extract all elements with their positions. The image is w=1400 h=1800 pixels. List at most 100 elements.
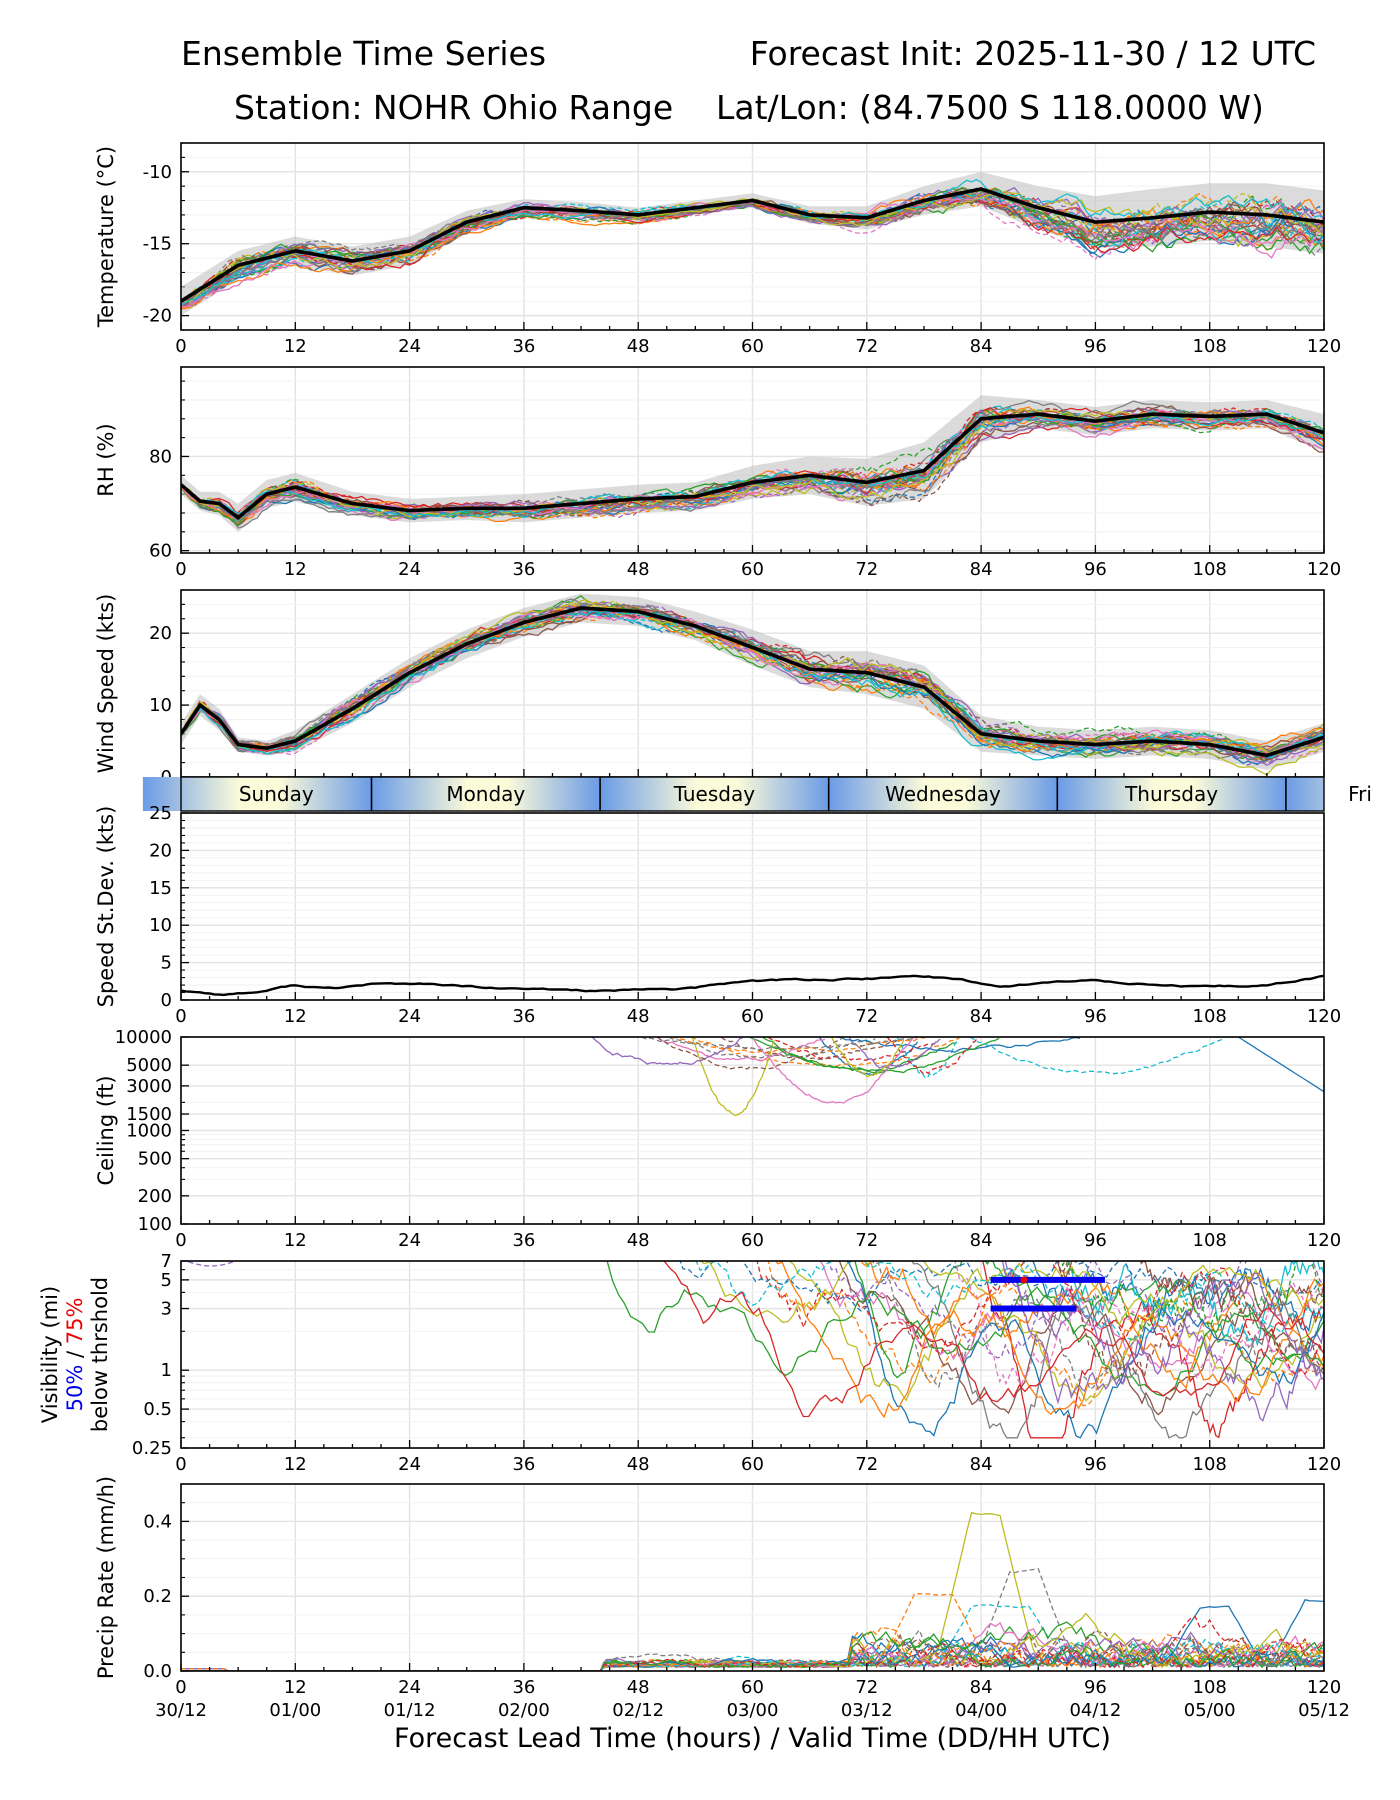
ensemble-member-line bbox=[661, 1261, 1324, 1418]
y-axis-label: RH (%) bbox=[94, 423, 118, 496]
x-tick-label: 0 bbox=[175, 1677, 186, 1698]
ensemble-member-line bbox=[181, 598, 1324, 752]
day-label: Tuesday bbox=[673, 782, 756, 806]
ensemble-member-line bbox=[672, 1037, 925, 1055]
y-tick-label: 5 bbox=[161, 1270, 172, 1291]
series-group bbox=[181, 171, 1324, 316]
valid-time-label: 01/00 bbox=[269, 1700, 321, 1721]
x-tick-label: 12 bbox=[284, 1230, 307, 1251]
y-tick-label: 1500 bbox=[126, 1104, 172, 1125]
y-axis-label: Temperature (°C) bbox=[94, 146, 118, 328]
x-tick-label: 72 bbox=[855, 1230, 878, 1251]
x-tick-label: 36 bbox=[512, 1677, 535, 1698]
ensemble-member-line bbox=[886, 1037, 979, 1075]
strip-mask bbox=[1324, 777, 1400, 811]
threshold-legend: 50% / 75% bbox=[63, 1298, 87, 1412]
ensemble-member-line bbox=[774, 1261, 1324, 1419]
x-tick-label: 36 bbox=[512, 1454, 535, 1475]
x-tick-label: 0 bbox=[175, 1006, 186, 1027]
x-tick-label: 120 bbox=[1307, 1006, 1341, 1027]
x-tick-label: 120 bbox=[1307, 336, 1341, 357]
series-group bbox=[181, 395, 1324, 532]
y-tick-label: 1 bbox=[161, 1360, 172, 1381]
ensemble-member-line bbox=[831, 1037, 905, 1078]
valid-time-label: 04/12 bbox=[1069, 1700, 1121, 1721]
valid-time-label: 05/00 bbox=[1184, 1700, 1236, 1721]
day-segment bbox=[600, 777, 829, 811]
y-tick-label: 0 bbox=[161, 990, 172, 1011]
x-tick-label: 48 bbox=[627, 1230, 650, 1251]
panel-5: 75 3 1 0.5 0.25 Visibility (mi)50% / 75%below… bbox=[38, 1251, 1341, 1475]
ensemble-member-line bbox=[181, 603, 1324, 776]
x-tick-label: 48 bbox=[627, 1677, 650, 1698]
ensemble-member-line bbox=[1209, 1037, 1324, 1093]
series-group bbox=[181, 593, 1324, 776]
day-segment bbox=[1057, 777, 1286, 811]
x-tick-label: 24 bbox=[398, 1006, 421, 1027]
ensemble-member-line bbox=[1061, 1261, 1324, 1331]
x-tick-label: 12 bbox=[284, 1454, 307, 1475]
x-tick-label: 108 bbox=[1193, 336, 1227, 357]
y-tick-label: 10 bbox=[149, 695, 172, 716]
valid-time-label: 02/00 bbox=[498, 1700, 550, 1721]
y-tick-label: 500 bbox=[138, 1149, 172, 1170]
x-tick-label: 36 bbox=[512, 1230, 535, 1251]
ensemble-member-line bbox=[181, 1635, 1324, 1671]
ensemble-member-line bbox=[668, 1037, 876, 1059]
x-tick-label: 84 bbox=[970, 559, 993, 580]
x-tick-label: 0 bbox=[175, 1454, 186, 1475]
valid-time-label: 02/12 bbox=[612, 1700, 664, 1721]
y-tick-label: 15 bbox=[149, 878, 172, 899]
x-tick-label: 48 bbox=[627, 1006, 650, 1027]
x-tick-label: 96 bbox=[1084, 1454, 1107, 1475]
ensemble-member-line bbox=[183, 1261, 239, 1267]
x-tick-label: 120 bbox=[1307, 1677, 1341, 1698]
threshold-75-marker bbox=[1020, 1276, 1028, 1284]
legend-separator: / bbox=[63, 1344, 87, 1364]
y-tick-label: 0.5 bbox=[143, 1399, 172, 1420]
ensemble-member-line bbox=[181, 1638, 1324, 1671]
x-tick-label: 36 bbox=[512, 559, 535, 580]
y-tick-label: 10 bbox=[149, 915, 172, 936]
day-segment bbox=[828, 777, 1058, 811]
legend-75pct: 75% bbox=[63, 1298, 87, 1345]
panel-1: 60 80 RH (%) 0 12 24 36 48 60 72 84 96 108 120 bbox=[94, 366, 1341, 580]
day-label: Thursday bbox=[1124, 782, 1218, 806]
x-tick-label: 72 bbox=[855, 559, 878, 580]
ensemble-member-line bbox=[871, 1261, 1324, 1391]
ensemble-member-line bbox=[845, 1261, 1324, 1439]
ensemble-mean-line bbox=[181, 412, 1324, 520]
ensemble-member-line bbox=[181, 408, 1324, 523]
x-tick-label: 84 bbox=[970, 1677, 993, 1698]
y-tick-label: 25 bbox=[149, 803, 172, 824]
y-tick-label: 200 bbox=[138, 1186, 172, 1207]
y-tick-label: 5000 bbox=[126, 1055, 172, 1076]
x-tick-label: 60 bbox=[741, 1006, 764, 1027]
ensemble-member-line bbox=[848, 1037, 941, 1069]
x-tick-label: 108 bbox=[1193, 1006, 1227, 1027]
x-tick-label: 0 bbox=[175, 559, 186, 580]
y-tick-label: 10000 bbox=[115, 1027, 172, 1048]
y-tick-label: 5 bbox=[161, 953, 172, 974]
series-group bbox=[183, 1261, 1324, 1439]
y-axis-label-tail: below thrshold bbox=[88, 1277, 112, 1432]
panel-3: 0 5 10 15 20 25 Speed St.Dev. (kts) 0 12 24 36 48 60… bbox=[94, 803, 1341, 1027]
x-tick-label: 24 bbox=[398, 336, 421, 357]
ensemble-member-line bbox=[591, 1037, 743, 1065]
panel-0: -10 -15 -20 Temperature (°C) 0 12 24 36 48 60 72 84… bbox=[94, 142, 1341, 357]
day-strip-frame bbox=[180, 776, 1325, 812]
ensemble-mean-line bbox=[181, 606, 1324, 758]
x-tick-label: 48 bbox=[627, 1454, 650, 1475]
x-tick-label: 0 bbox=[175, 336, 186, 357]
y-tick-label: 3000 bbox=[126, 1076, 172, 1097]
y-axis-label: Ceiling (ft) bbox=[94, 1075, 118, 1185]
ensemble-member-line bbox=[679, 1261, 1324, 1313]
day-label: Wednesday bbox=[885, 782, 1001, 806]
day-label: Fri bbox=[1348, 782, 1372, 806]
y-tick-label: 80 bbox=[149, 446, 172, 467]
y-tick-label: 0.4 bbox=[143, 1511, 172, 1532]
y-tick-label: 0.0 bbox=[143, 1661, 172, 1682]
ensemble-member-line bbox=[641, 1037, 919, 1051]
y-tick-label: -15 bbox=[143, 234, 172, 255]
x-tick-label: 24 bbox=[398, 1454, 421, 1475]
